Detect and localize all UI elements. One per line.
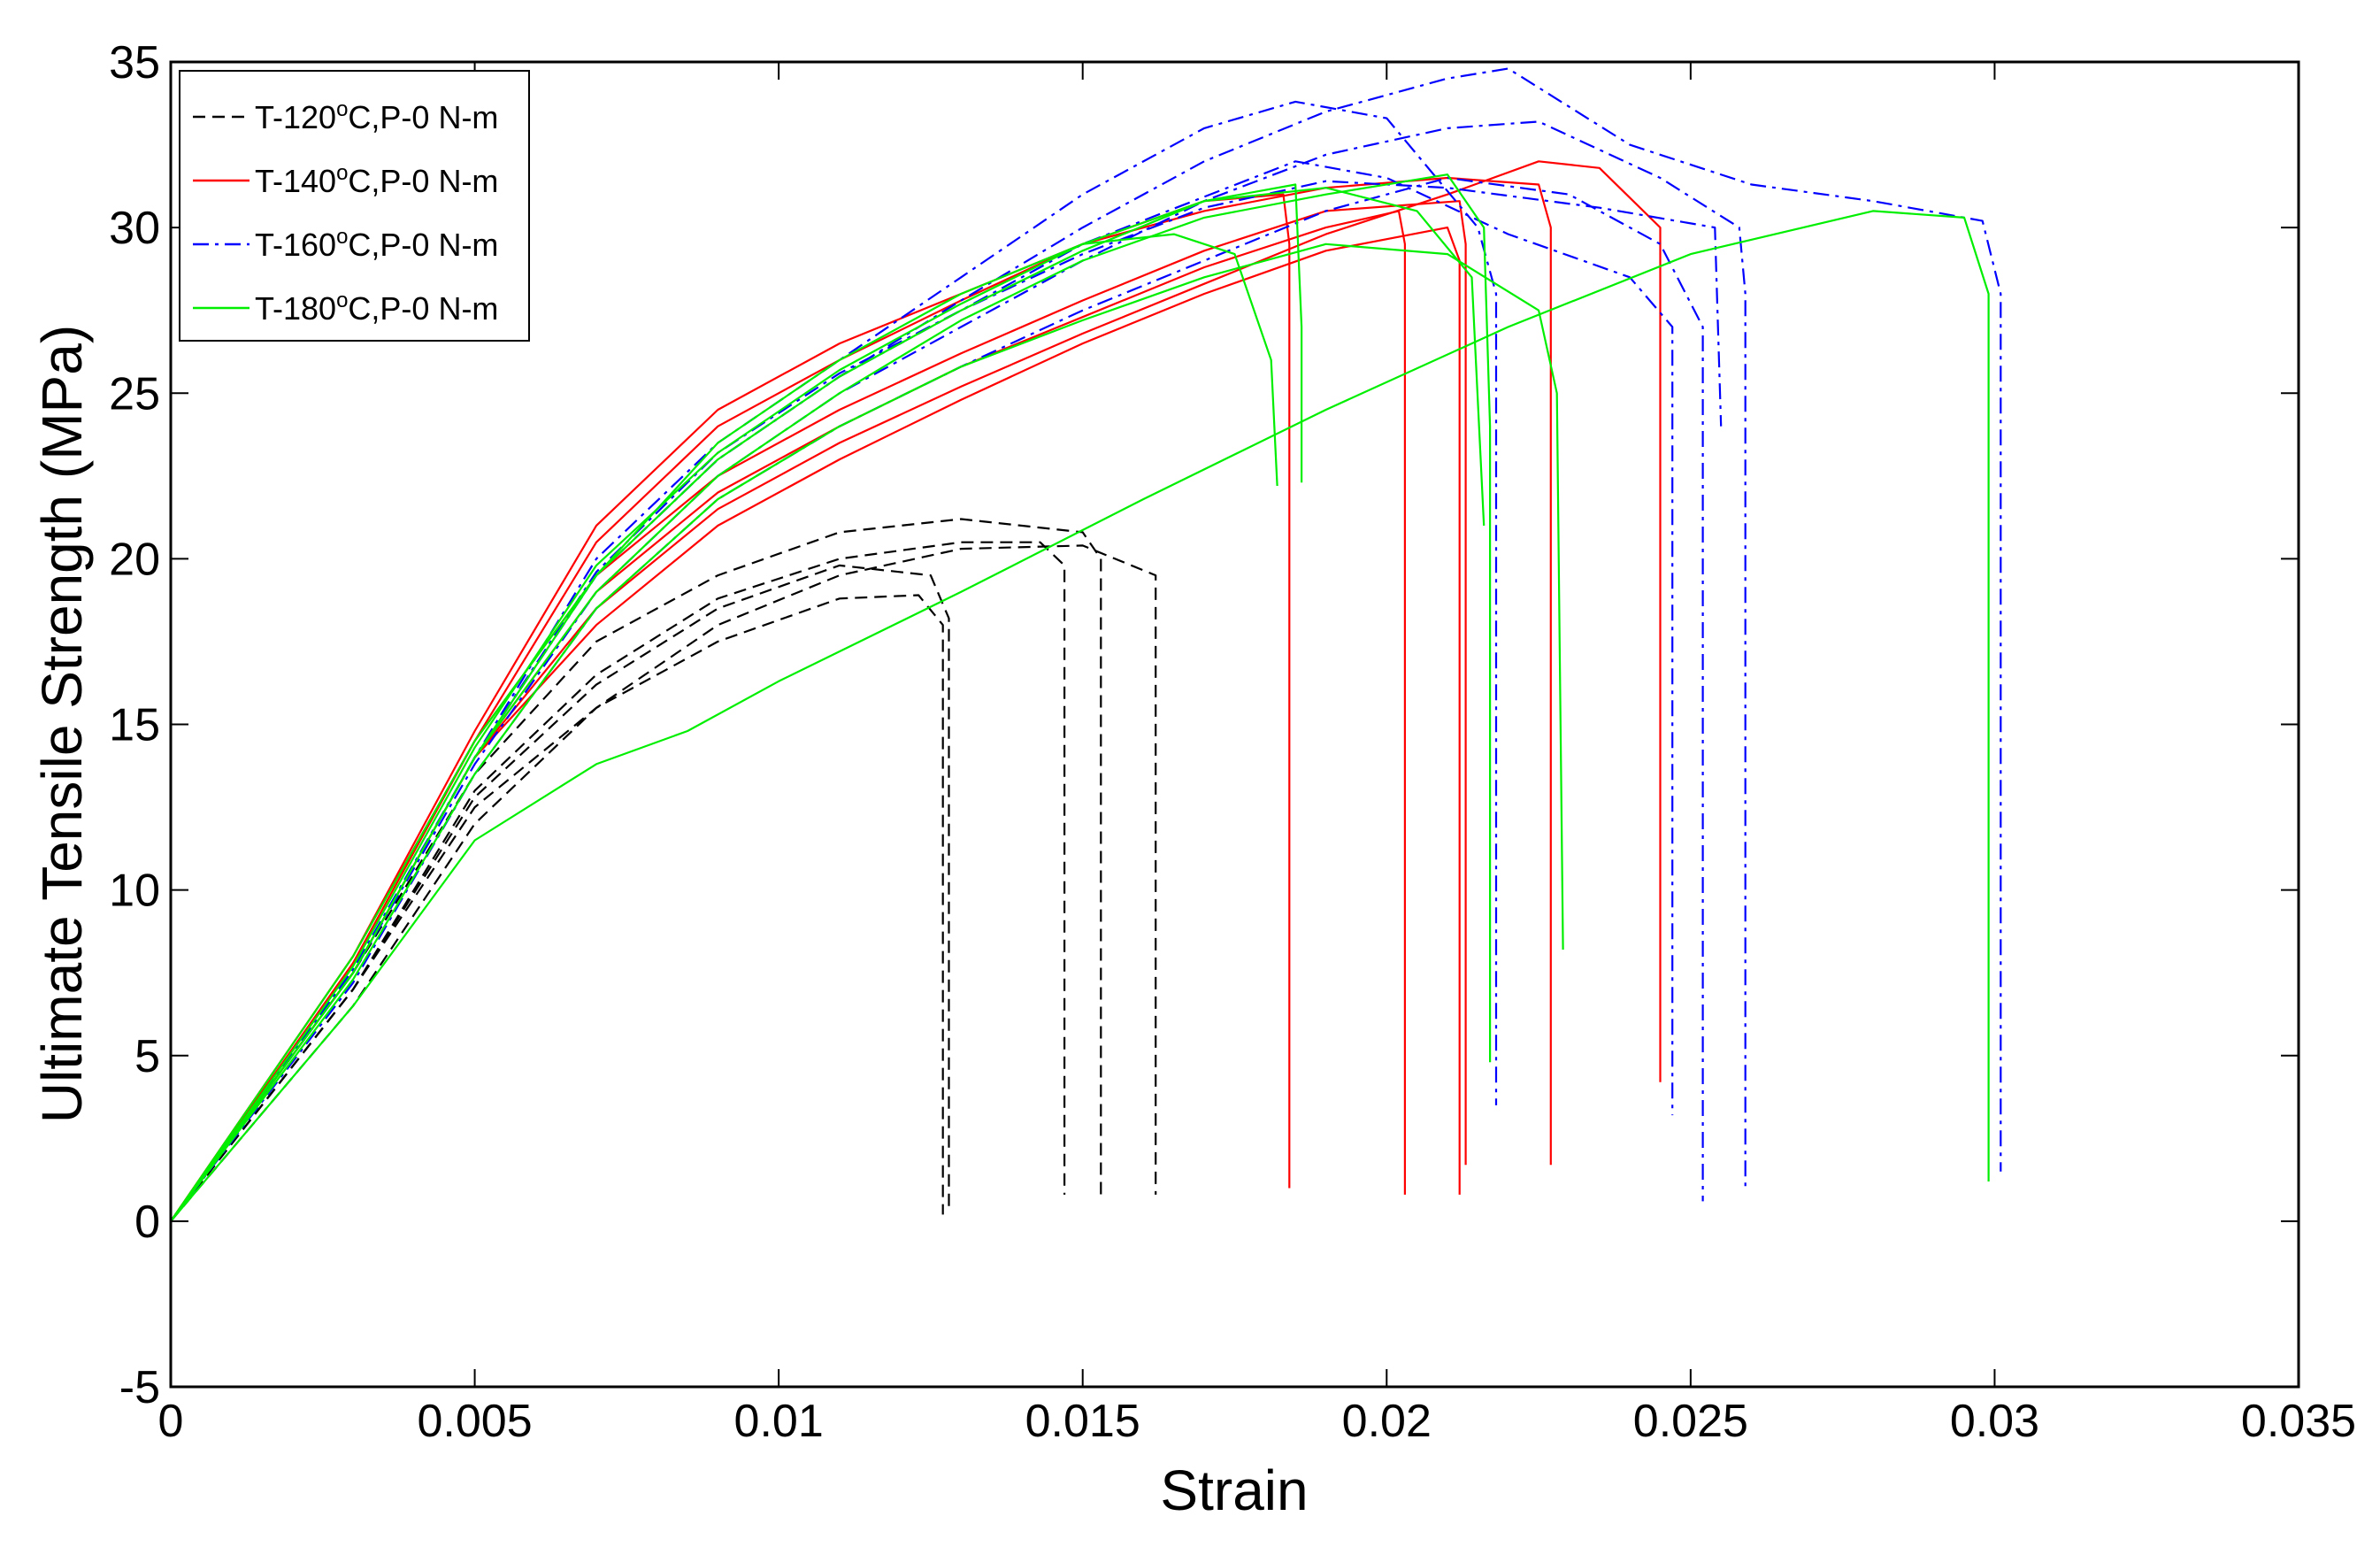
- x-tick-label: 0.025: [1633, 1396, 1748, 1447]
- series-line-16: [170, 160, 1674, 1222]
- legend-label: T-180oC,P-0 N-m: [255, 289, 498, 327]
- series-line-17: [170, 180, 1723, 1222]
- x-tick-label: 0.02: [1342, 1396, 1432, 1447]
- series-line-14: [170, 120, 1747, 1222]
- series-line-18: [170, 233, 1278, 1222]
- y-tick-label: 25: [109, 368, 160, 419]
- legend: T-120oC,P-0 N-m T-140oC,P-0 N-m T-160oC,P-…: [179, 70, 530, 342]
- y-tick-label: 0: [134, 1197, 160, 1248]
- legend-label: T-160oC,P-0 N-m: [255, 225, 498, 263]
- y-tick-label: 20: [109, 534, 160, 585]
- series-line-22: [170, 210, 1990, 1222]
- y-tick-label: 10: [109, 866, 160, 917]
- curves-layer: [170, 67, 2002, 1222]
- series-line-3: [170, 518, 1102, 1222]
- series-line-21: [170, 242, 1564, 1222]
- y-tick-label: 5: [134, 1031, 160, 1082]
- x-tick-label: 0.01: [734, 1396, 824, 1447]
- y-axis-title: Ultimate Tensile Strength (MPa): [30, 325, 94, 1123]
- x-tick-label: 0: [158, 1396, 184, 1447]
- x-tick-label: 0.015: [1025, 1396, 1140, 1447]
- ticks-layer: 0 0.005 0.01 0.015 0.02 0.025 0.03 0.035-505101…: [109, 37, 2356, 1447]
- series-line-2: [170, 541, 1066, 1222]
- y-tick-label: 30: [109, 203, 160, 254]
- legend-label: T-140oC,P-0 N-m: [255, 161, 498, 199]
- series-line-4: [170, 544, 1157, 1222]
- series-line-23: [170, 187, 1486, 1222]
- x-tick-label: 0.005: [418, 1396, 533, 1447]
- y-tick-label: -5: [119, 1362, 160, 1413]
- series-line-1: [170, 594, 944, 1222]
- x-tick-label: 0.035: [2241, 1396, 2356, 1447]
- y-tick-label: 15: [109, 700, 160, 751]
- series-line-5: [170, 564, 950, 1222]
- series-line-20: [170, 173, 1492, 1222]
- x-axis-title: Strain: [1160, 1458, 1308, 1522]
- y-tick-label: 35: [109, 37, 160, 89]
- legend-label: T-120oC,P-0 N-m: [255, 97, 498, 135]
- x-tick-label: 0.03: [1950, 1396, 2039, 1447]
